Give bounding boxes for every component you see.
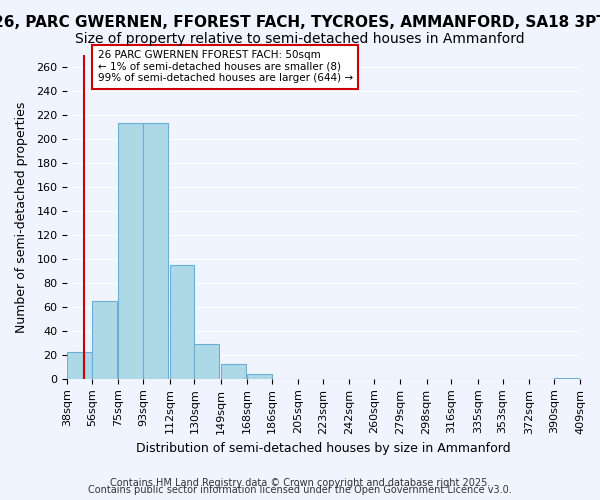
Text: Contains public sector information licensed under the Open Government Licence v3: Contains public sector information licen… — [88, 485, 512, 495]
Bar — [554, 378, 578, 379]
Bar — [92, 301, 117, 379]
Bar — [170, 265, 194, 379]
Text: Contains HM Land Registry data © Crown copyright and database right 2025.: Contains HM Land Registry data © Crown c… — [110, 478, 490, 488]
Bar — [67, 352, 92, 379]
Bar — [194, 344, 220, 379]
Y-axis label: Number of semi-detached properties: Number of semi-detached properties — [15, 101, 28, 332]
Bar — [118, 124, 143, 379]
Bar — [143, 124, 168, 379]
Text: 26, PARC GWERNEN, FFOREST FACH, TYCROES, AMMANFORD, SA18 3PT: 26, PARC GWERNEN, FFOREST FACH, TYCROES,… — [0, 15, 600, 30]
Bar — [247, 374, 272, 379]
Bar — [221, 364, 245, 379]
Text: 26 PARC GWERNEN FFOREST FACH: 50sqm
← 1% of semi-detached houses are smaller (8): 26 PARC GWERNEN FFOREST FACH: 50sqm ← 1%… — [98, 50, 353, 84]
Text: Size of property relative to semi-detached houses in Ammanford: Size of property relative to semi-detach… — [75, 32, 525, 46]
X-axis label: Distribution of semi-detached houses by size in Ammanford: Distribution of semi-detached houses by … — [136, 442, 511, 455]
